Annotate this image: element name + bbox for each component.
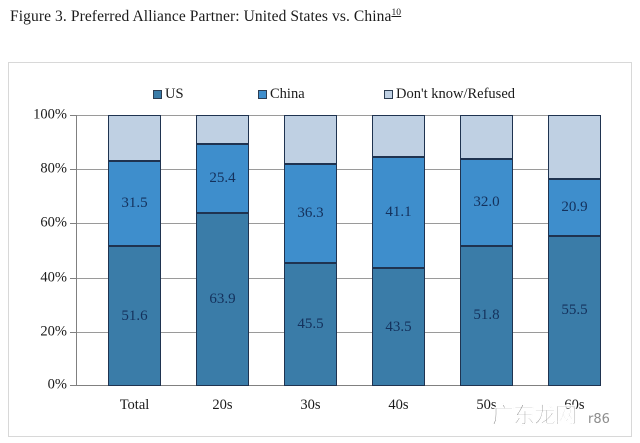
bar-segment-40s-dk[interactable] [372,115,425,157]
bar-label-60s-us: 55.5 [561,302,588,319]
xtick-label-60s: 60s [564,397,585,413]
bar-segment-20s-china[interactable]: 25.4 [196,144,249,213]
bar-segment-30s-us[interactable]: 45.5 [284,262,337,386]
page-title: Figure 3. Preferred Alliance Partner: Un… [10,8,401,26]
bar-segment-50s-us[interactable]: 51.8 [460,245,513,386]
bar-segment-20s-dk[interactable] [196,115,249,144]
legend-swatch-dont-know-refused [384,89,393,99]
bar-label-20s-china: 25.4 [209,169,236,186]
chart-container: US China Don't know/Refused 100% 80% 60%… [8,62,632,437]
bar-stack-60s: 55.5 20.9 [548,115,601,386]
xtick-label-30s: 30s [300,397,321,413]
bar-label-40s-china: 41.1 [385,203,412,220]
bar-group-30s[interactable]: 45.5 36.3 30s [284,115,337,413]
bar-segment-50s-dk[interactable] [460,115,513,159]
bar-group-40s[interactable]: 43.5 41.1 40s [372,115,425,413]
bar-segment-50s-china[interactable]: 32.0 [460,158,513,246]
y-axis-line [76,115,77,386]
ytick-label-80: 80% [40,160,67,177]
gridline-40: 40% [40,269,601,285]
chart-legend: US China Don't know/Refused [9,85,631,105]
ytick-label-0: 0% [47,376,67,393]
bar-segment-30s-dk[interactable] [284,115,337,165]
bar-segment-60s-dk[interactable] [548,115,601,179]
gridline-100: 100% [33,107,601,123]
ytick-label-100: 100% [33,106,67,123]
bar-group-60s[interactable]: 55.5 20.9 60s [548,115,601,413]
bar-group-20s[interactable]: 63.9 25.4 20s [196,115,249,413]
bar-segment-total-china[interactable]: 31.5 [108,160,161,247]
legend-swatch-china [258,89,267,99]
gridline-80: 80% [40,161,601,177]
bar-stack-30s: 45.5 36.3 [284,115,337,386]
legend-swatch-us [153,89,162,99]
bar-label-20s-us: 63.9 [209,290,236,307]
legend-label-dont-know-refused: Don't know/Refused [396,85,516,102]
plot-area: 100% 80% 60% 40% 20% 0% 51.6 [33,107,601,413]
bar-label-30s-us: 45.5 [297,315,324,332]
bar-stack-total: 51.6 31.5 [108,115,161,386]
bar-group-total[interactable]: 51.6 31.5 Total [108,115,161,413]
bar-label-30s-china: 36.3 [297,205,324,221]
legend-item-china[interactable]: China [258,85,305,103]
x-axis-line [76,385,601,386]
bar-label-total-china: 31.5 [121,195,148,211]
legend-item-dont-know-refused[interactable]: Don't know/Refused [384,85,515,103]
ytick-label-40: 40% [40,269,67,286]
bar-segment-40s-china[interactable]: 41.1 [372,156,425,269]
ytick-mark-80 [70,169,76,171]
xtick-label-50s: 50s [476,397,497,413]
bar-group-50s[interactable]: 51.8 32.0 50s [460,115,513,413]
ytick-label-20: 20% [40,323,67,340]
bar-label-40s-us: 43.5 [385,318,412,335]
gridline-20: 20% [40,323,601,339]
figure-title-text: Figure 3. Preferred Alliance Partner: Un… [10,8,392,26]
ytick-mark-40 [70,277,76,279]
xtick-label-total: Total [119,397,150,413]
ytick-mark-60 [70,223,76,225]
bar-stack-40s: 43.5 41.1 [372,115,425,386]
ytick-mark-0 [70,385,76,386]
xtick-label-40s: 40s [388,397,409,413]
bar-segment-total-us[interactable]: 51.6 [108,246,161,386]
bar-label-50s-china: 32.0 [473,193,500,210]
legend-label-china: China [270,85,305,102]
ytick-mark-20 [70,331,76,333]
ytick-mark-100 [70,115,76,116]
bar-segment-20s-us[interactable]: 63.9 [196,212,249,386]
legend-label-us: US [165,85,184,102]
bar-label-60s-china: 20.9 [561,198,588,215]
bar-label-total-us: 51.6 [121,307,148,324]
bar-segment-60s-china[interactable]: 20.9 [548,179,601,236]
bar-segment-30s-china[interactable]: 36.3 [284,164,337,263]
xtick-label-20s: 20s [212,397,233,413]
bar-segment-40s-us[interactable]: 43.5 [372,268,425,386]
legend-item-us[interactable]: US [153,85,184,103]
bar-stack-20s: 63.9 25.4 [196,115,249,386]
bar-segment-60s-us[interactable]: 55.5 [548,235,601,386]
figure-footnote-marker: 10 [391,8,402,18]
bar-stack-50s: 51.8 32.0 [460,115,513,386]
bar-segment-total-dk[interactable] [108,115,161,161]
gridline-60: 60% [40,215,601,231]
bar-label-50s-us: 51.8 [473,307,500,324]
ytick-label-60: 60% [40,214,67,231]
